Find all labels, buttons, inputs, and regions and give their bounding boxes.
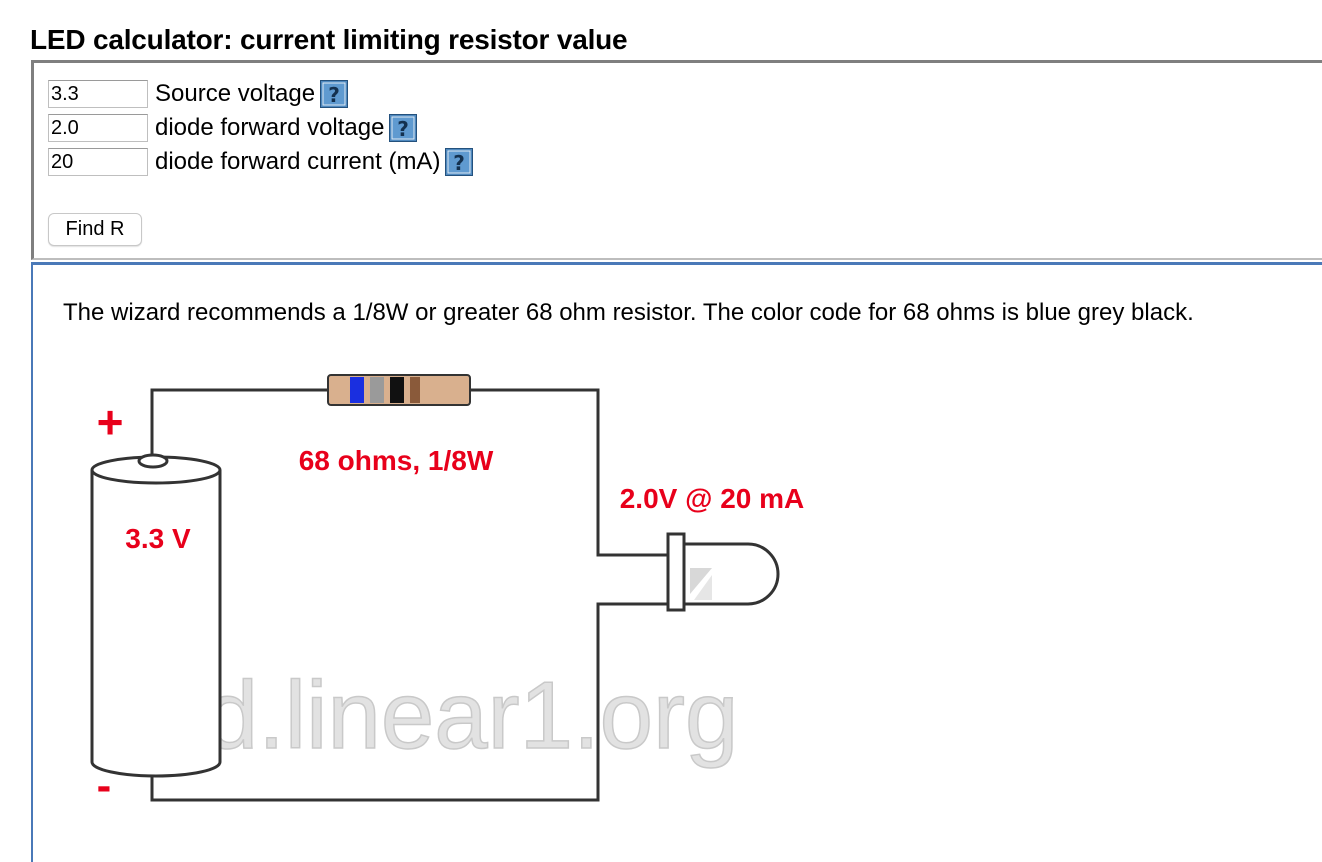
positive-terminal-sign: + [97,396,124,448]
question-mark-icon[interactable]: ? [445,148,474,176]
resistor-band-grey [370,377,384,403]
forward-voltage-label: diode forward voltage [155,114,385,141]
forward-current-row: diode forward current (mA) ? [48,145,474,179]
forward-voltage-row: diode forward voltage ? [48,111,418,145]
forward-voltage-input[interactable] [48,114,148,142]
forward-current-label: diode forward current (mA) [155,148,441,175]
find-r-button[interactable]: Find R [48,213,142,246]
watermark-text: led.linear1.org [130,662,738,769]
source-voltage-label: Source voltage [155,80,316,107]
resistor-label: 68 ohms, 1/8W [299,445,494,476]
question-mark-icon[interactable]: ? [320,80,349,108]
result-panel: The wizard recommends a 1/8W or greater … [31,262,1322,862]
battery-voltage-label: 3.3 V [125,523,191,554]
resistor-band-black [390,377,404,403]
source-voltage-row: Source voltage ? [48,77,349,111]
source-voltage-input[interactable] [48,80,148,108]
result-text: The wizard recommends a 1/8W or greater … [63,299,1194,326]
calculator-form: Source voltage ? diode forward voltage ?… [31,60,1322,260]
svg-text:?: ? [454,151,466,175]
battery [90,453,222,778]
resistor [327,374,471,406]
question-mark-icon[interactable]: ? [389,114,418,142]
svg-text:?: ? [398,117,410,141]
svg-text:?: ? [328,83,340,107]
forward-current-input[interactable] [48,148,148,176]
led-label: 2.0V @ 20 mA [620,483,805,514]
circuit-wires [150,388,668,802]
resistor-band-tolerance [410,377,420,403]
negative-terminal-sign: - [97,761,112,810]
resistor-band-blue [350,377,364,403]
led [666,532,780,612]
page-title: LED calculator: current limiting resisto… [30,24,628,55]
